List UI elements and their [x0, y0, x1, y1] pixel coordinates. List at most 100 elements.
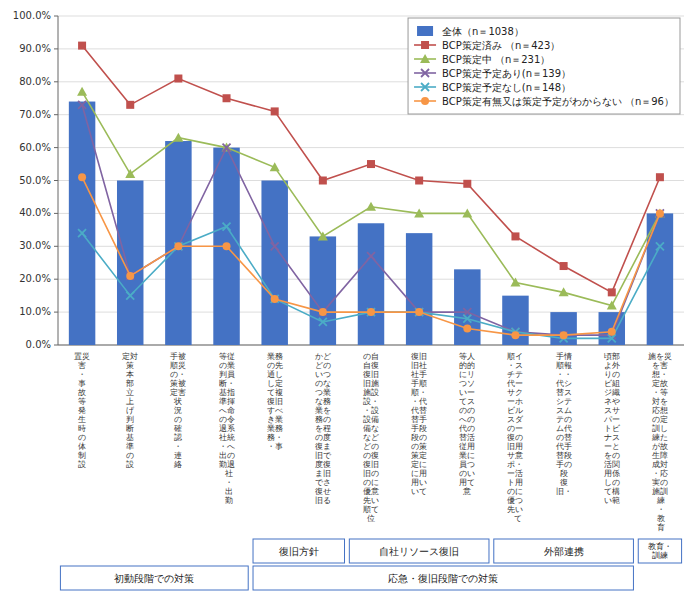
- point: [126, 101, 134, 109]
- tick-label: 60.0%: [19, 142, 51, 153]
- grid-line: [58, 16, 684, 17]
- tick-label: 50.0%: [19, 175, 51, 186]
- legend-label: BCP策定予定あり(n＝139）: [442, 68, 571, 79]
- tick-mark: [54, 345, 58, 346]
- point: [608, 288, 616, 296]
- tick-mark: [54, 16, 58, 17]
- category-label: 手情順報・・代シ替スシテスムテのム代の替代手替段手の段復旧・: [555, 352, 572, 496]
- point: [174, 242, 182, 250]
- section-box: [494, 539, 634, 563]
- point: [560, 331, 568, 339]
- category-label: 置災害・事故等発生時の体制設: [74, 352, 90, 469]
- legend-marker: [421, 69, 429, 77]
- tick-mark: [54, 213, 58, 214]
- bar: [454, 269, 480, 345]
- line-series: [77, 87, 665, 310]
- legend-marker: [421, 41, 429, 49]
- point: [126, 292, 134, 300]
- section-label: 自社リソース復旧: [379, 546, 459, 557]
- point: [607, 301, 617, 310]
- category-label: 復旧旧社社手手順順・・代代替替手手段段のの策策定定にに用用いいて: [410, 352, 427, 496]
- point: [463, 325, 471, 333]
- legend-swatch: [417, 26, 433, 36]
- category-label: 定対策本部立上げ判断基準の設: [122, 352, 138, 469]
- tick-mark: [54, 312, 58, 313]
- point: [223, 223, 231, 231]
- point: [126, 272, 134, 280]
- point: [271, 295, 279, 303]
- section-label: 初動段階での対策: [114, 573, 194, 584]
- bar: [647, 213, 673, 345]
- grid-line: [58, 180, 684, 181]
- legend-item: BCP策定予定なし(n＝148）: [414, 82, 571, 93]
- point: [174, 242, 182, 250]
- bar: [117, 181, 143, 346]
- point: [222, 143, 232, 152]
- legend-box: [408, 18, 680, 114]
- point: [655, 208, 665, 217]
- legend-label: 全体（n＝1038）: [442, 26, 524, 37]
- category-label: 等人的的にリつソいーてスののへの代の替活従用業に員つのい用て意: [458, 352, 475, 496]
- section-box: [253, 566, 633, 590]
- point: [415, 308, 423, 316]
- point: [463, 315, 471, 323]
- point: [270, 162, 280, 171]
- point: [415, 308, 423, 316]
- category-label: かどどのいつのなつ業な務業を務のを程の度復ま旧で度復ま旧でさ復せ旧る: [315, 352, 332, 505]
- legend-marker: [421, 97, 429, 105]
- tick-mark: [54, 81, 58, 82]
- tick-label: 70.0%: [19, 109, 51, 120]
- point: [319, 308, 327, 316]
- legend-marker: [421, 83, 429, 91]
- point: [656, 242, 664, 250]
- line: [82, 92, 660, 306]
- tick-label: 10.0%: [19, 306, 51, 317]
- tick-label: 80.0%: [19, 76, 51, 87]
- point: [173, 133, 183, 142]
- point: [656, 173, 664, 181]
- point: [462, 208, 472, 217]
- point: [656, 209, 664, 217]
- point: [511, 331, 519, 339]
- point: [656, 209, 664, 217]
- point: [318, 231, 328, 240]
- legend-label: BCP策定済み （n＝423）: [442, 40, 560, 51]
- point: [511, 232, 519, 240]
- category-label: 頃部よ外りのビ組ジ織ネやスサパートビナスーとをの活関用係しのて構い範: [603, 352, 621, 505]
- section-box: [253, 539, 344, 563]
- legend-item: BCP策定予定あり(n＝139）: [414, 68, 571, 79]
- section-box: [60, 566, 248, 590]
- section-box: [638, 539, 681, 563]
- point: [77, 87, 87, 96]
- point: [608, 328, 616, 336]
- point: [367, 252, 375, 260]
- point: [560, 331, 568, 339]
- point: [319, 177, 327, 185]
- point: [367, 308, 375, 316]
- grid: [58, 16, 684, 345]
- point: [78, 173, 86, 181]
- point: [78, 42, 86, 50]
- legend-marker: [420, 54, 430, 63]
- line-series: [78, 173, 664, 339]
- point: [510, 277, 520, 286]
- line: [82, 177, 660, 335]
- point: [223, 144, 231, 152]
- point: [367, 308, 375, 316]
- legend-item: BCP策定済み （n＝423）: [414, 40, 560, 51]
- category-label: 順イ・スチテ代ーサクーホビルスダのー復の旧用サ意ポ・ー活ト用のに優つ先い て: [506, 352, 524, 523]
- section-label: 教育・訓練: [648, 542, 672, 560]
- point: [223, 94, 231, 102]
- point: [366, 202, 376, 211]
- point: [78, 229, 86, 237]
- bar: [261, 181, 287, 346]
- tick-mark: [54, 114, 58, 115]
- category-label: の自自復復旧旧施施設設・・設設備備ななどどのの復復旧旧ののに優意先い順て位: [363, 352, 379, 523]
- category-label: 業務の先通しし定て複復旧すべき業業務務・・事: [267, 352, 283, 451]
- point: [78, 101, 86, 109]
- point: [271, 242, 279, 250]
- point: [126, 272, 134, 280]
- tick-label: 40.0%: [19, 207, 51, 218]
- point: [367, 160, 375, 168]
- tick-label: 30.0%: [19, 240, 51, 251]
